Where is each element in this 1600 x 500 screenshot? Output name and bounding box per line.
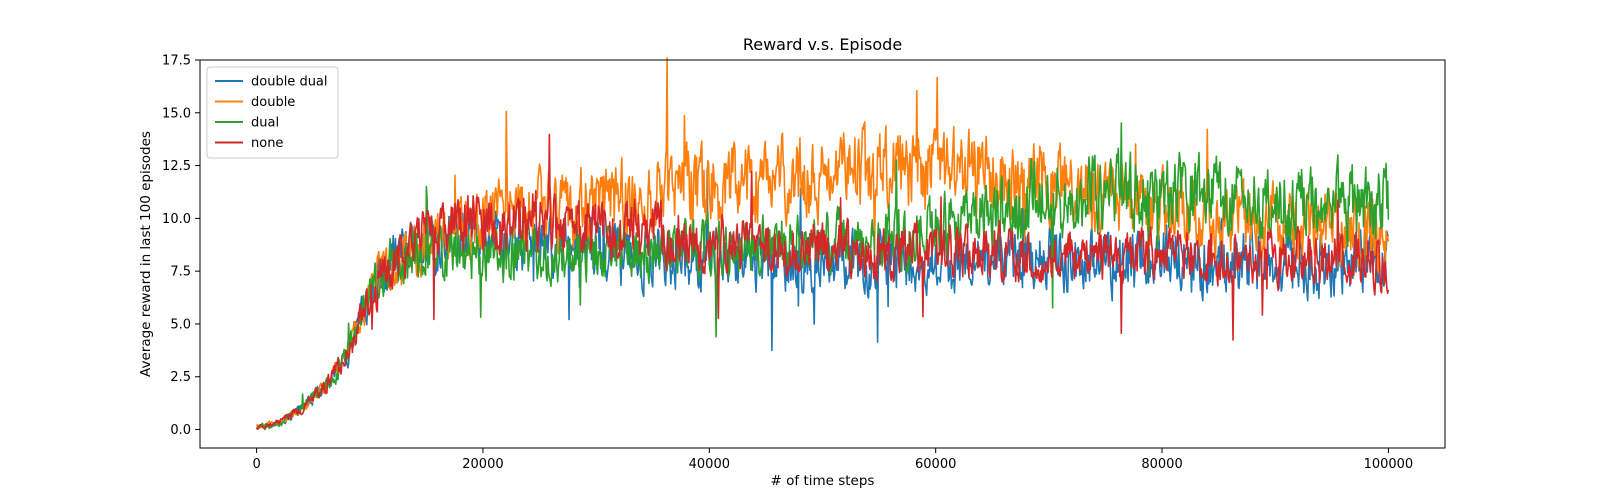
plot-area [255,57,1390,431]
y-tick-label: 17.5 [162,54,191,69]
x-tick-label: 20000 [462,457,503,472]
legend-label: dual [251,116,279,131]
y-tick-label: 0.0 [170,423,191,438]
y-tick-label: 12.5 [162,159,191,174]
x-axis-title: # of time steps [771,473,875,489]
x-tick-label: 40000 [689,457,730,472]
y-tick-label: 2.5 [170,370,191,385]
series-line-none [255,133,1390,430]
x-tick-label: 100000 [1364,457,1414,472]
y-tick-label: 15.0 [162,106,191,121]
plot-frame [199,59,1446,449]
x-axis: 0 20000 40000 60000 80000 100000 [252,448,1413,472]
y-axis: 0.0 2.5 5.0 7.5 10.0 12.5 15.0 17.5 [162,54,200,438]
series-line-double [255,57,1390,429]
x-tick-label: 0 [252,457,260,472]
y-axis-title: Average reward in last 100 episodes [138,131,154,377]
legend-label: double dual [251,75,328,90]
legend: double dual double dual none [206,66,339,159]
legend-box [206,66,339,159]
y-tick-label: 10.0 [162,212,191,227]
legend-label: double [251,95,295,110]
x-tick-label: 80000 [1141,457,1182,472]
legend-label: none [251,136,283,151]
x-tick-label: 60000 [915,457,956,472]
y-tick-label: 5.0 [170,317,191,332]
chart-title: Reward v.s. Episode [743,35,902,54]
y-tick-label: 7.5 [170,265,191,280]
